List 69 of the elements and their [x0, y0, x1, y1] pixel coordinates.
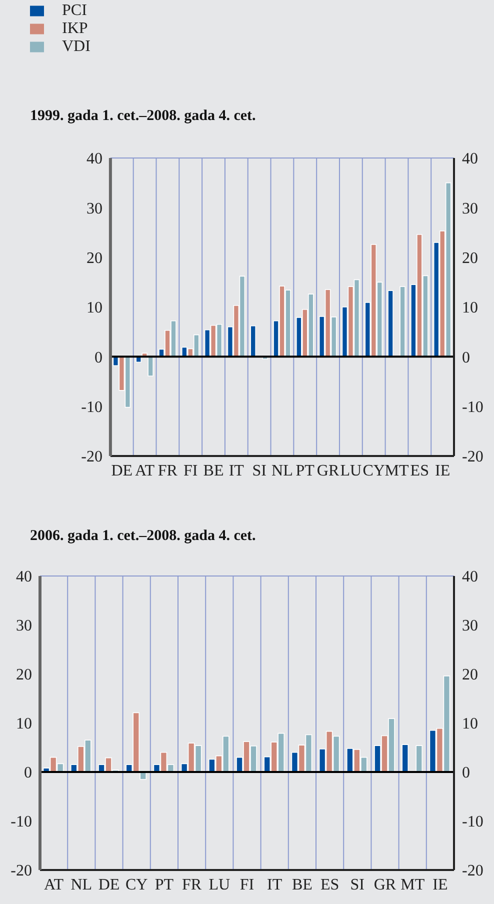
x-tick-label: LU [340, 462, 362, 480]
y-tick-label: 20 [16, 666, 32, 684]
x-tick-label: SI [252, 462, 266, 480]
x-tick-label: CY [125, 876, 148, 894]
x-tick-label: AT [135, 462, 155, 480]
chart-title: 1999. gada 1. cet.–2008. gada 4. cet. [30, 108, 256, 125]
y2-tick-label: 0 [462, 764, 470, 782]
y2-tick-label: -20 [462, 862, 484, 880]
y2-tick-label: 30 [462, 618, 478, 635]
y2-tick-label: 40 [462, 150, 478, 168]
y-tick-label: -10 [81, 399, 102, 416]
y2-tick-label: -20 [462, 448, 484, 466]
y2-tick-label: 30 [462, 200, 478, 218]
x-tick-label: DE [98, 876, 120, 894]
y-tick-label: 10 [86, 300, 102, 317]
x-tick-label: MT [384, 462, 409, 480]
y-tick-label: 30 [86, 200, 102, 218]
x-tick-label: BE [203, 462, 224, 480]
y-tick-label: -20 [10, 862, 32, 880]
bar [148, 356, 154, 376]
x-tick-label: FI [240, 876, 254, 894]
x-tick-label: SI [350, 876, 365, 894]
x-tick-label: FR [182, 876, 202, 894]
x-tick-label: FR [158, 462, 178, 480]
x-tick-label: NL [70, 876, 92, 894]
y-tick-label: 10 [16, 716, 32, 733]
y2-tick-label: 10 [462, 716, 478, 733]
x-tick-label: NL [272, 462, 293, 480]
bar [400, 286, 406, 358]
legend-label: IKP [62, 20, 88, 37]
y-tick-label: -10 [10, 814, 32, 831]
y2-tick-label: 10 [462, 300, 478, 317]
x-tick-label: PT [296, 462, 315, 480]
x-tick-label: GR [374, 876, 396, 894]
x-tick-label: CY [362, 462, 386, 480]
y2-tick-label: 40 [462, 568, 478, 586]
y-tick-label: 30 [16, 618, 32, 635]
y-tick-label: 40 [86, 150, 102, 168]
x-tick-label: IE [432, 876, 448, 894]
x-tick-label: IT [267, 876, 282, 894]
x-tick-label: ES [410, 462, 429, 480]
bar [402, 744, 409, 772]
bar [388, 290, 394, 358]
x-tick-label: LU [208, 876, 231, 894]
legend-label: VDI [62, 38, 90, 55]
x-tick-label: GR [316, 462, 340, 480]
x-tick-label: AT [44, 876, 64, 894]
y-tick-label: -20 [81, 448, 102, 466]
y2-tick-label: 20 [462, 250, 478, 268]
x-tick-label: ES [320, 876, 340, 894]
x-tick-label: IE [434, 462, 450, 480]
y-tick-label: 0 [24, 764, 32, 782]
y-tick-label: 0 [94, 349, 102, 366]
y2-tick-label: -10 [462, 814, 484, 831]
x-tick-label: FI [183, 462, 198, 480]
y2-tick-label: -10 [462, 399, 484, 416]
x-tick-label: MT [400, 876, 425, 894]
x-tick-label: IT [228, 462, 244, 480]
x-tick-label: BE [292, 876, 312, 894]
x-tick-label: PT [154, 876, 174, 894]
x-tick-label: DE [111, 462, 133, 480]
y2-tick-label: 0 [462, 349, 470, 366]
legend-label: PCI [62, 2, 87, 19]
y2-tick-label: 20 [462, 666, 478, 684]
chart-title: 2006. gada 1. cet.–2008. gada 4. cet. [30, 528, 256, 545]
y-tick-label: 40 [16, 568, 32, 586]
y-tick-label: 20 [86, 250, 102, 268]
bar [250, 325, 256, 358]
bar [416, 745, 423, 772]
